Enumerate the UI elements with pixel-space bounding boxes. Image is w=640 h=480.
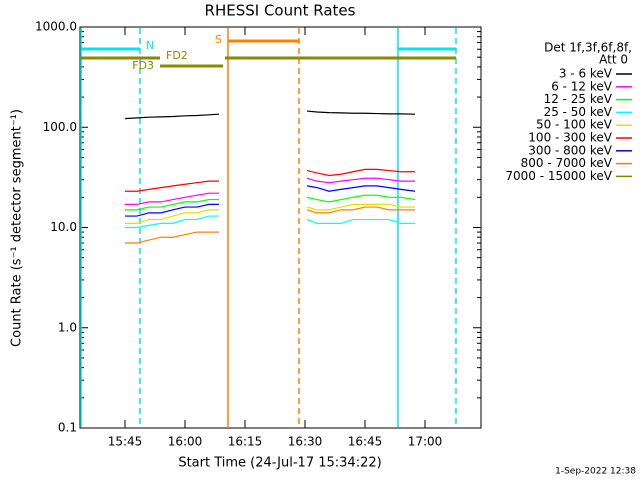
y-tick-label: 0.1: [58, 421, 77, 435]
x-tick-label: 17:00: [408, 435, 443, 449]
x-tick-label: 16:00: [168, 435, 203, 449]
legend-header: Att 0: [599, 53, 628, 67]
legend-label: 3 - 6 keV: [559, 67, 613, 81]
legend-label: 800 - 7000 keV: [521, 156, 613, 170]
series-line: [125, 177, 415, 205]
x-axis-label: Start Time (24-Jul-17 15:34:22): [178, 456, 381, 471]
series-line: [125, 185, 416, 217]
chart-title: RHESSI Count Rates: [205, 2, 356, 20]
series-line: [124, 110, 416, 120]
legend-label: 25 - 50 keV: [544, 105, 613, 119]
footer: 1-Sep-2022 12:38: [555, 467, 636, 477]
y-tick-label: 1000.0: [35, 20, 77, 34]
series-line: [125, 168, 415, 192]
y-tick-label: 10.0: [50, 220, 77, 234]
flag-label: FD3: [132, 59, 154, 72]
legend-label: 12 - 25 keV: [544, 92, 613, 106]
y-axis-label: Count Rate (s⁻¹ detector segment⁻¹): [10, 109, 25, 347]
y-tick-label: 1.0: [58, 320, 77, 334]
x-tick-label: 15:45: [108, 435, 143, 449]
flag-label: S: [215, 33, 222, 46]
legend-label: 7000 - 15000 keV: [505, 169, 612, 183]
series-line: [125, 215, 415, 229]
flag-label: N: [146, 39, 154, 52]
flag-label: FD2: [166, 49, 188, 62]
y-tick-label: 100.0: [43, 120, 77, 134]
legend-header: Det 1f,3f,6f,8f,: [544, 41, 632, 55]
legend-label: 100 - 300 keV: [528, 131, 612, 145]
legend-label: 50 - 100 keV: [536, 118, 613, 132]
legend-label: 300 - 800 keV: [528, 143, 612, 157]
series-line: [125, 203, 415, 224]
x-tick-label: 16:30: [288, 435, 323, 449]
legend-label: 6 - 12 keV: [551, 79, 613, 93]
series-line: [125, 206, 415, 244]
series-line: [125, 194, 416, 211]
x-tick-label: 16:45: [348, 435, 383, 449]
x-tick-label: 16:15: [228, 435, 263, 449]
